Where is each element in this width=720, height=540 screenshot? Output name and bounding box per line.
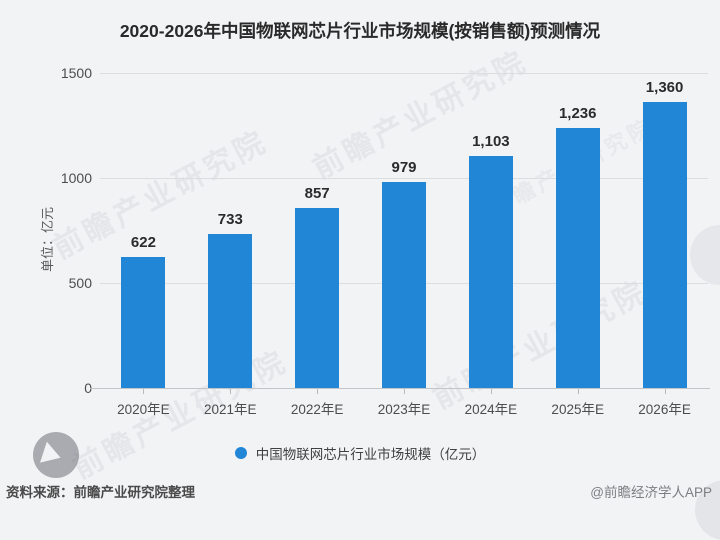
credit-text: @前瞻经济学人APP — [590, 485, 712, 500]
bar-2026年E — [642, 102, 687, 388]
bar-2023年E — [382, 182, 426, 388]
legend-label: 中国物联网芯片行业市场规模（亿元） — [255, 447, 486, 462]
bar-cell-2026年E: 1,360 — [621, 73, 708, 388]
data-source-text: 资料来源：前瞻产业研究院整理 — [6, 485, 195, 500]
x-label-2026年E: 2026年E — [638, 402, 691, 417]
bar-value-label-2026年E: 1,360 — [645, 79, 684, 97]
bar-value-label-2023年E: 979 — [391, 159, 417, 177]
gridline-1000 — [100, 178, 708, 179]
x-tick-2020年E — [143, 389, 145, 394]
legend: 中国物联网芯片行业市场规模（亿元） — [0, 443, 720, 463]
x-axis-line — [90, 388, 710, 389]
y-tick-label-0: 0 — [84, 380, 92, 396]
chart-figure: 前瞻产业研究院 前瞻产业研究院 前瞻产业研究院 前瞻产业研究院 前瞻产业研究院 … — [0, 0, 720, 516]
x-tick-2022年E — [317, 389, 319, 394]
x-tick-2024年E — [490, 389, 492, 394]
x-tick-2023年E — [404, 389, 405, 394]
y-axis-unit-label: 单位：亿元 — [40, 206, 56, 273]
x-tick-2026年E — [664, 389, 666, 394]
x-tick-2021年E — [230, 389, 232, 394]
bar-value-label-2020年E: 622 — [130, 234, 156, 252]
gridline-1500 — [100, 73, 708, 74]
bar-2022年E — [295, 208, 340, 388]
x-tick-2025年E — [577, 389, 579, 394]
bar-2024年E — [468, 156, 513, 388]
bar-2025年E — [555, 128, 600, 388]
x-label-2022年E: 2022年E — [290, 402, 344, 417]
chart-title: 2020-2026年中国物联网芯片行业市场规模(按销售额)预测情况 — [119, 21, 601, 41]
bar-cell-2024年E: 1,103 — [447, 73, 534, 388]
x-label-2021年E: 2021年E — [204, 402, 257, 417]
y-tick-label-1500: 1500 — [60, 65, 92, 81]
legend-marker-icon — [234, 447, 247, 459]
y-tick-label-1000: 1000 — [60, 170, 92, 186]
bar-value-label-2022年E: 857 — [304, 185, 330, 203]
bar-value-label-2024年E: 1,103 — [472, 133, 510, 151]
bar-2021年E — [208, 234, 253, 388]
x-label-2024年E: 2024年E — [464, 402, 518, 417]
bar-cell-2025年E: 1,236 — [534, 73, 621, 388]
bar-cell-2022年E: 857 — [274, 73, 361, 388]
bar-cell-2021年E: 733 — [187, 73, 274, 388]
x-label-2023年E: 2023年E — [377, 402, 431, 417]
bar-cell-2023年E: 979 — [361, 73, 448, 388]
bar-plot-area: 622 733 857 979 1,103 1,236 1,360 — [100, 73, 708, 388]
footer: 资料来源：前瞻产业研究院整理 @前瞻经济学人APP — [0, 481, 720, 501]
y-tick-label-500: 500 — [68, 275, 92, 291]
bar-2020年E — [121, 257, 166, 388]
bar-value-label-2021年E: 733 — [217, 211, 243, 229]
x-label-2020年E: 2020年E — [117, 402, 170, 417]
bar-value-label-2025年E: 1,236 — [558, 105, 597, 123]
x-label-2025年E: 2025年E — [551, 402, 604, 417]
bar-cell-2020年E: 622 — [100, 73, 187, 388]
